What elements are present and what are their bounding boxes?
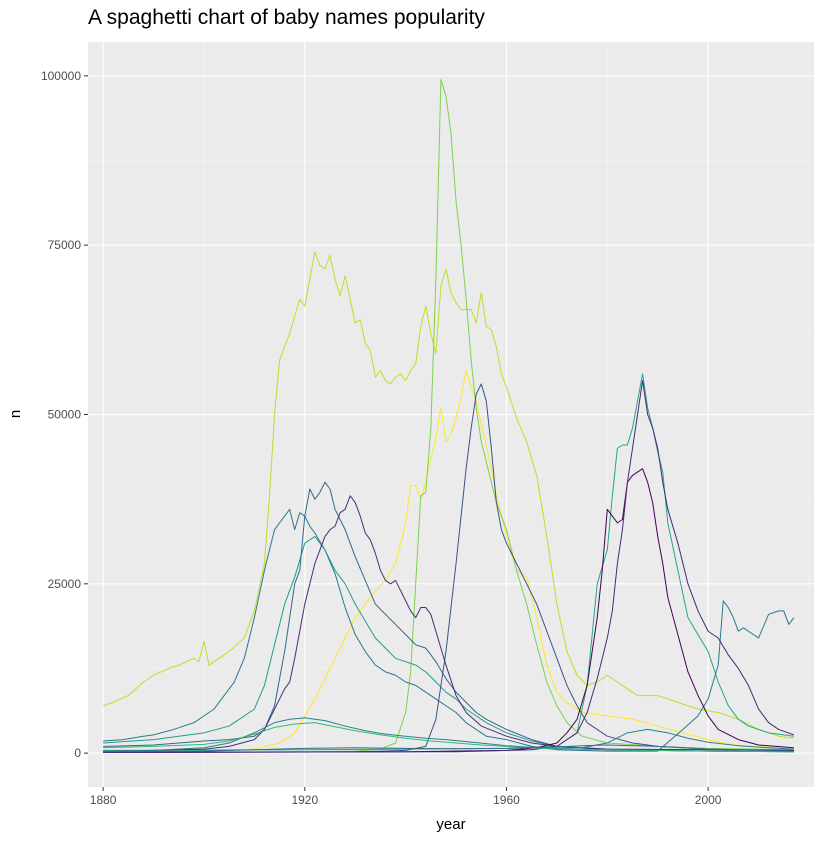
chart-title: A spaghetti chart of baby names populari… xyxy=(88,6,485,29)
y-axis: 0 25000 50000 75000 100000 xyxy=(41,69,88,760)
y-tick-label: 0 xyxy=(74,746,81,760)
y-tick-label: 50000 xyxy=(48,408,82,422)
series-line-11 xyxy=(103,380,794,753)
grid-major xyxy=(88,42,814,787)
series-line-4 xyxy=(103,373,794,751)
series-line-3 xyxy=(103,78,794,753)
series-line-7 xyxy=(103,481,794,753)
y-axis-label: n xyxy=(7,410,24,418)
y-tick-label: 100000 xyxy=(41,69,81,83)
x-axis: 1880 1920 1960 2000 xyxy=(90,787,722,807)
series-line-5 xyxy=(103,508,795,752)
series-lines xyxy=(102,78,795,753)
y-tick-label: 25000 xyxy=(48,577,82,591)
series-line-6 xyxy=(103,535,794,753)
series-line-10 xyxy=(103,468,794,753)
y-tick-label: 75000 xyxy=(48,238,82,252)
series-line-13 xyxy=(103,722,794,753)
x-tick-label: 1960 xyxy=(493,793,520,807)
x-tick-label: 2000 xyxy=(695,793,722,807)
series-line-12 xyxy=(103,717,794,752)
series-line-1 xyxy=(102,251,794,739)
series-line-14 xyxy=(103,744,794,753)
x-tick-label: 1920 xyxy=(291,793,318,807)
series-line-8 xyxy=(103,383,794,753)
x-axis-label: year xyxy=(436,816,465,833)
series-line-9 xyxy=(103,495,794,752)
x-tick-label: 1880 xyxy=(90,793,117,807)
